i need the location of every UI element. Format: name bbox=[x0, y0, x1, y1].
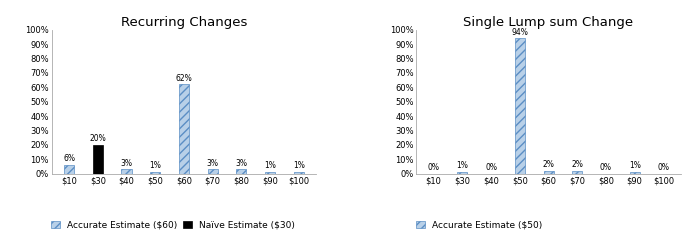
Text: 20%: 20% bbox=[89, 134, 106, 143]
Title: Recurring Changes: Recurring Changes bbox=[121, 16, 247, 29]
Text: 2%: 2% bbox=[571, 160, 583, 169]
Text: 0%: 0% bbox=[428, 163, 439, 172]
Bar bbox=[93, 145, 103, 174]
Text: 3%: 3% bbox=[207, 158, 218, 168]
Text: 1%: 1% bbox=[264, 161, 276, 170]
Bar bbox=[630, 172, 640, 174]
Text: 3%: 3% bbox=[236, 158, 247, 168]
Bar bbox=[544, 171, 553, 174]
Text: 1%: 1% bbox=[629, 161, 641, 170]
Bar bbox=[265, 172, 275, 174]
Text: 1%: 1% bbox=[293, 161, 305, 170]
Legend: Accurate Estimate ($50): Accurate Estimate ($50) bbox=[416, 220, 542, 229]
Bar bbox=[457, 172, 467, 174]
Bar bbox=[294, 172, 304, 174]
Text: 3%: 3% bbox=[120, 158, 133, 168]
Text: 1%: 1% bbox=[457, 161, 468, 170]
Text: 0%: 0% bbox=[657, 163, 670, 172]
Bar bbox=[150, 172, 160, 174]
Text: 0%: 0% bbox=[600, 163, 612, 172]
Bar bbox=[236, 169, 247, 174]
Bar bbox=[572, 171, 583, 174]
Text: 0%: 0% bbox=[485, 163, 497, 172]
Bar bbox=[179, 84, 189, 174]
Legend: Accurate Estimate ($60), Naïve Estimate ($30): Accurate Estimate ($60), Naïve Estimate … bbox=[51, 220, 295, 229]
Text: 1%: 1% bbox=[149, 161, 161, 170]
Text: 62%: 62% bbox=[176, 74, 192, 83]
Bar bbox=[122, 169, 131, 174]
Bar bbox=[64, 165, 74, 174]
Title: Single Lump sum Change: Single Lump sum Change bbox=[464, 16, 634, 29]
Text: 94%: 94% bbox=[511, 28, 528, 37]
Text: 6%: 6% bbox=[63, 154, 75, 163]
Bar bbox=[515, 38, 525, 174]
Text: 2%: 2% bbox=[542, 160, 554, 169]
Bar bbox=[207, 169, 218, 174]
